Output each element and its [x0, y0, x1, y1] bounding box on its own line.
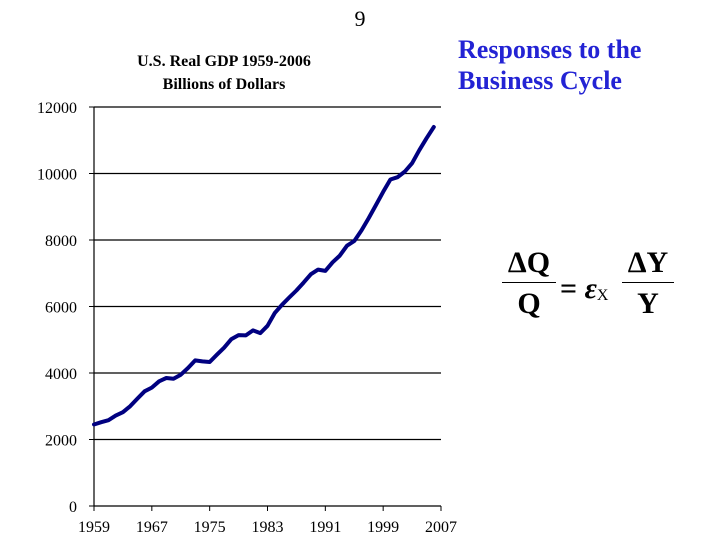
y-tick-label: 8000 [45, 233, 77, 250]
x-tick-labels: 1959 1967 1975 1983 1991 1999 2007 [78, 519, 457, 536]
x-tick-label: 1959 [78, 519, 110, 536]
elasticity-formula: ΔQ Q = εX ΔY Y [502, 248, 682, 328]
equals-sign: = [560, 272, 578, 305]
axes [89, 106, 442, 511]
y-tick-label: 2000 [45, 433, 77, 450]
gdp-series-line [92, 125, 436, 427]
y-tick-label: 6000 [45, 300, 77, 317]
income-denominator: Y [637, 287, 659, 320]
x-tick-label: 1991 [309, 519, 341, 536]
y-tick-label: 4000 [45, 366, 77, 383]
quantity-denominator: Q [517, 287, 541, 320]
elasticity-symbol: ε [584, 272, 597, 305]
x-tick-label: 1999 [367, 519, 399, 536]
slide-title: Responses to the Business Cycle [458, 34, 713, 96]
x-tick-label: 1975 [194, 519, 226, 536]
y-tick-labels: 0 2000 4000 6000 8000 10000 12000 [37, 100, 77, 516]
y-tick-label: 0 [69, 499, 77, 516]
fraction-bar [622, 282, 674, 283]
quantity-change-fraction: ΔQ Q [502, 248, 556, 319]
quantity-change-numerator: ΔQ [507, 246, 551, 279]
elasticity-subscript: X [596, 287, 609, 304]
x-tick-label: 1983 [252, 519, 284, 536]
equals-elasticity: = εX [560, 272, 608, 306]
gdp-line-chart: U.S. Real GDP 1959-2006 Billions of Doll… [37, 53, 457, 536]
y-tick-label: 12000 [37, 100, 77, 117]
x-tick-label: 1967 [136, 519, 168, 536]
gridlines [94, 106, 441, 441]
income-change-numerator: ΔY [627, 246, 669, 279]
series-layer [92, 125, 436, 427]
fraction-bar [502, 282, 556, 283]
x-tick-label: 2007 [425, 519, 457, 536]
slide-number: 9 [354, 6, 366, 31]
chart-subtitle: Billions of Dollars [163, 76, 286, 93]
slide-title-line-1: Responses to the [458, 35, 642, 64]
income-change-fraction: ΔY Y [622, 248, 674, 319]
chart-title: U.S. Real GDP 1959-2006 [137, 53, 311, 70]
y-tick-label: 10000 [37, 167, 77, 184]
slide-title-line-2: Business Cycle [458, 66, 622, 95]
